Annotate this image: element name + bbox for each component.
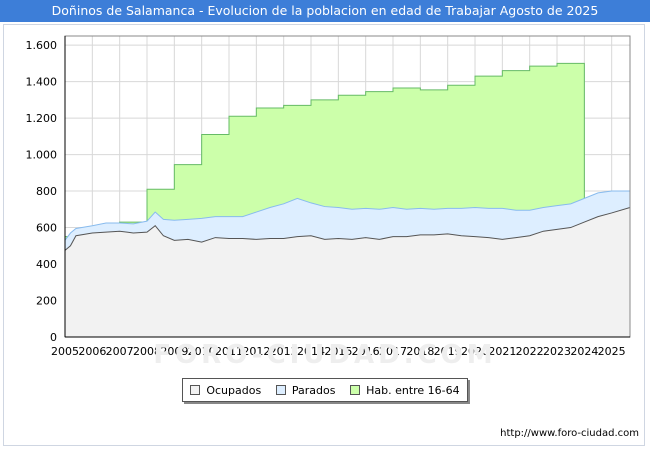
x-tick-label-10: 2015 [324,345,352,358]
legend-label-parados: Parados [291,383,336,397]
x-tick-label-14: 2019 [434,345,462,358]
x-tick-label-12: 2017 [379,345,407,358]
chart-title: Doñinos de Salamanca - Evolucion de la p… [0,0,650,22]
series-ocupados-area [65,207,630,337]
x-tick-label-4: 2009 [160,345,188,358]
y-tick-label-1: 200 [36,295,57,308]
x-tick-label-20: 2025 [598,345,626,358]
legend-item-ocupados: Ocupados [190,384,261,397]
y-tick-label-3: 600 [36,222,57,235]
x-tick-labels: 2005 2006 2007 2008 2009 2010 2011 2012 2013 2014… [51,345,626,358]
x-tick-label-16: 2021 [488,345,516,358]
legend-item-parados: Parados [275,383,336,397]
series-ocupados-line [64,206,631,251]
x-tick-label-13: 2018 [406,345,434,358]
x-tick-label-18: 2023 [543,345,571,358]
y-tick-label-0: 0 [50,331,57,344]
credit-link[interactable]: http://www.foro-ciudad.com [500,428,639,439]
y-tick-label-4: 800 [36,185,57,198]
x-tick-label-19: 2024 [570,345,598,358]
series-parados-line [64,190,630,241]
y-tick-label-7: 1.400 [26,76,58,89]
chart-frame [3,24,645,446]
y-tick-label-8: 1.600 [26,39,58,52]
y-tick-label-5: 1.000 [26,149,58,162]
y-tick-labels: 0 200 400 600 800 1.000 1.200 1.400 1.600 [26,39,58,344]
areas [64,62,631,338]
x-tick-label-9: 2014 [297,345,325,358]
legend-swatch-ocupados [190,385,201,395]
x-tick-label-7: 2012 [242,345,270,358]
watermark: FORO-CIUDAD.COM [153,340,497,370]
x-tick-label-15: 2020 [461,345,489,358]
legend-swatch-parados [275,385,286,395]
x-tick-label-8: 2013 [270,345,298,358]
x-tick-label-1: 2006 [78,345,106,358]
x-tick-label-5: 2010 [188,345,216,358]
axes [64,35,631,338]
y-tick-label-2: 400 [36,258,57,271]
legend-label-ocupados: Ocupados [206,383,262,397]
y-tick-label-6: 1.200 [26,112,58,125]
legend: Ocupados Parados Hab. entre 16-64 [182,378,468,402]
x-tick-label-0: 2005 [51,345,79,358]
series-parados-area [65,191,630,251]
x-tick-label-11: 2016 [352,345,380,358]
x-tick-label-3: 2008 [133,345,161,358]
x-tick-label-6: 2011 [215,345,243,358]
legend-swatch-hab [350,385,361,395]
legend-item-hab: Hab. entre 16-64 [350,384,460,397]
x-tick-label-17: 2022 [516,345,544,358]
x-tick-label-2: 2007 [106,345,134,358]
legend-label-hab: Hab. entre 16-64 [366,383,460,397]
